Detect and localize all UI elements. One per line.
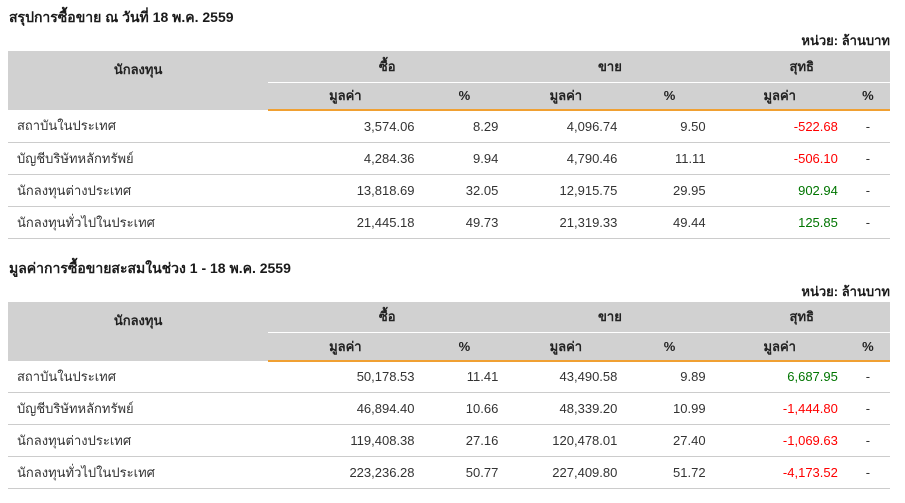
unit-label: หน่วย: ล้านบาท: [801, 283, 890, 299]
table-row: นักลงทุนต่างประเทศ 13,818.69 32.05 12,915.7…: [8, 174, 890, 207]
column-header-investor: นักลงทุน: [8, 301, 269, 361]
buy-pct-cell: 11.41: [422, 360, 507, 393]
sell-pct-cell: 49.44: [625, 206, 714, 239]
sell-pct-cell: 9.50: [625, 110, 714, 143]
column-header-net-value: มูลค่า: [713, 332, 846, 362]
sell-value-cell: 12,915.75: [506, 174, 626, 207]
table-row: บัญชีบริษัทหลักทรัพย์ 46,894.40 10.66 48,33…: [8, 392, 890, 425]
sell-pct-cell: 10.99: [625, 392, 714, 425]
cumulative-summary-section: มูลค่าการซื้อขายสะสมในช่วง 1 - 18 พ.ค. 2…: [0, 239, 905, 489]
table-row: นักลงทุนทั่วไปในประเทศ 21,445.18 49.73 21,3…: [8, 206, 890, 239]
buy-value-cell: 21,445.18: [268, 206, 423, 239]
column-header-net-pct: %: [845, 332, 890, 362]
sell-pct-cell: 9.89: [625, 360, 714, 393]
column-header-buy-value: มูลค่า: [268, 332, 423, 362]
sell-value-cell: 227,409.80: [506, 456, 626, 489]
table-header: นักลงทุน ซื้อ ขาย สุทธิ มูลค่า % มูลค่า …: [8, 301, 890, 362]
column-header-buy-pct: %: [422, 82, 507, 111]
column-group-net: สุทธิ: [713, 301, 890, 333]
net-pct-cell: -: [845, 424, 890, 457]
daily-summary-table: นักลงทุน ซื้อ ขาย สุทธิ มูลค่า % มูลค่า …: [8, 51, 890, 239]
net-value-cell: 125.85: [713, 206, 846, 239]
net-value-cell: -4,173.52: [713, 456, 846, 489]
investor-cell: นักลงทุนทั่วไปในประเทศ: [8, 456, 269, 489]
buy-value-cell: 50,178.53: [268, 360, 423, 393]
net-pct-cell: -: [845, 392, 890, 425]
net-pct-cell: -: [845, 142, 890, 175]
column-header-sell-pct: %: [625, 82, 714, 111]
sell-value-cell: 120,478.01: [506, 424, 626, 457]
net-pct-cell: -: [845, 110, 890, 143]
buy-value-cell: 46,894.40: [268, 392, 423, 425]
column-group-net: สุทธิ: [713, 51, 890, 83]
column-header-sell-value: มูลค่า: [506, 332, 626, 362]
net-pct-cell: -: [845, 206, 890, 239]
sell-pct-cell: 27.40: [625, 424, 714, 457]
sell-pct-cell: 29.95: [625, 174, 714, 207]
table-body: สถาบันในประเทศ 50,178.53 11.41 43,490.58 9.8…: [8, 360, 890, 489]
section-title-cumulative: มูลค่าการซื้อขายสะสมในช่วง 1 - 18 พ.ค. 2…: [9, 259, 291, 276]
section-title-daily: สรุปการซื้อขาย ณ วันที่ 18 พ.ค. 2559: [9, 9, 234, 25]
net-value-cell: -1,444.80: [713, 392, 846, 425]
buy-pct-cell: 10.66: [422, 392, 507, 425]
net-value-cell: -522.68: [713, 110, 846, 143]
buy-value-cell: 223,236.28: [268, 456, 423, 489]
sell-pct-cell: 11.11: [625, 142, 714, 175]
buy-pct-cell: 32.05: [422, 174, 507, 207]
net-pct-cell: -: [845, 174, 890, 207]
table-row: สถาบันในประเทศ 3,574.06 8.29 4,096.74 9.50 -5…: [8, 110, 890, 143]
net-value-cell: 6,687.95: [713, 360, 846, 393]
column-group-buy: ซื้อ: [268, 51, 507, 83]
column-header-net-value: มูลค่า: [713, 82, 846, 111]
sell-value-cell: 21,319.33: [506, 206, 626, 239]
investor-cell: นักลงทุนทั่วไปในประเทศ: [8, 206, 269, 239]
buy-value-cell: 4,284.36: [268, 142, 423, 175]
column-header-buy-pct: %: [422, 332, 507, 362]
column-header-investor: นักลงทุน: [8, 51, 269, 110]
investor-cell: สถาบันในประเทศ: [8, 110, 269, 143]
net-pct-cell: -: [845, 360, 890, 393]
column-group-buy: ซื้อ: [268, 301, 507, 333]
buy-pct-cell: 27.16: [422, 424, 507, 457]
net-pct-cell: -: [845, 456, 890, 489]
buy-pct-cell: 8.29: [422, 110, 507, 143]
buy-value-cell: 3,574.06: [268, 110, 423, 143]
table-header: นักลงทุน ซื้อ ขาย สุทธิ มูลค่า % มูลค่า …: [8, 51, 890, 111]
investor-cell: นักลงทุนต่างประเทศ: [8, 424, 269, 457]
buy-pct-cell: 9.94: [422, 142, 507, 175]
table-row: นักลงทุนทั่วไปในประเทศ 223,236.28 50.77 227…: [8, 456, 890, 489]
buy-pct-cell: 50.77: [422, 456, 507, 489]
net-value-cell: -1,069.63: [713, 424, 846, 457]
investor-cell: บัญชีบริษัทหลักทรัพย์: [8, 392, 269, 425]
table-body: สถาบันในประเทศ 3,574.06 8.29 4,096.74 9.50 -5…: [8, 110, 890, 239]
sell-value-cell: 43,490.58: [506, 360, 626, 393]
investor-cell: บัญชีบริษัทหลักทรัพย์: [8, 142, 269, 175]
daily-summary-section: สรุปการซื้อขาย ณ วันที่ 18 พ.ค. 2559 หน่…: [0, 0, 905, 239]
sell-value-cell: 4,790.46: [506, 142, 626, 175]
column-header-sell-pct: %: [625, 332, 714, 362]
unit-label: หน่วย: ล้านบาท: [801, 33, 890, 48]
sell-pct-cell: 51.72: [625, 456, 714, 489]
table-row: สถาบันในประเทศ 50,178.53 11.41 43,490.58 9.8…: [8, 360, 890, 393]
column-header-net-pct: %: [845, 82, 890, 111]
investor-cell: สถาบันในประเทศ: [8, 360, 269, 393]
cumulative-summary-table: นักลงทุน ซื้อ ขาย สุทธิ มูลค่า % มูลค่า …: [8, 301, 890, 489]
column-group-sell: ขาย: [506, 301, 714, 333]
net-value-cell: -506.10: [713, 142, 846, 175]
sell-value-cell: 48,339.20: [506, 392, 626, 425]
table-row: นักลงทุนต่างประเทศ 119,408.38 27.16 120,478…: [8, 424, 890, 457]
sell-value-cell: 4,096.74: [506, 110, 626, 143]
buy-pct-cell: 49.73: [422, 206, 507, 239]
column-header-buy-value: มูลค่า: [268, 82, 423, 111]
column-header-sell-value: มูลค่า: [506, 82, 626, 111]
column-group-sell: ขาย: [506, 51, 714, 83]
buy-value-cell: 119,408.38: [268, 424, 423, 457]
buy-value-cell: 13,818.69: [268, 174, 423, 207]
net-value-cell: 902.94: [713, 174, 846, 207]
table-row: บัญชีบริษัทหลักทรัพย์ 4,284.36 9.94 4,790.4…: [8, 142, 890, 175]
investor-cell: นักลงทุนต่างประเทศ: [8, 174, 269, 207]
